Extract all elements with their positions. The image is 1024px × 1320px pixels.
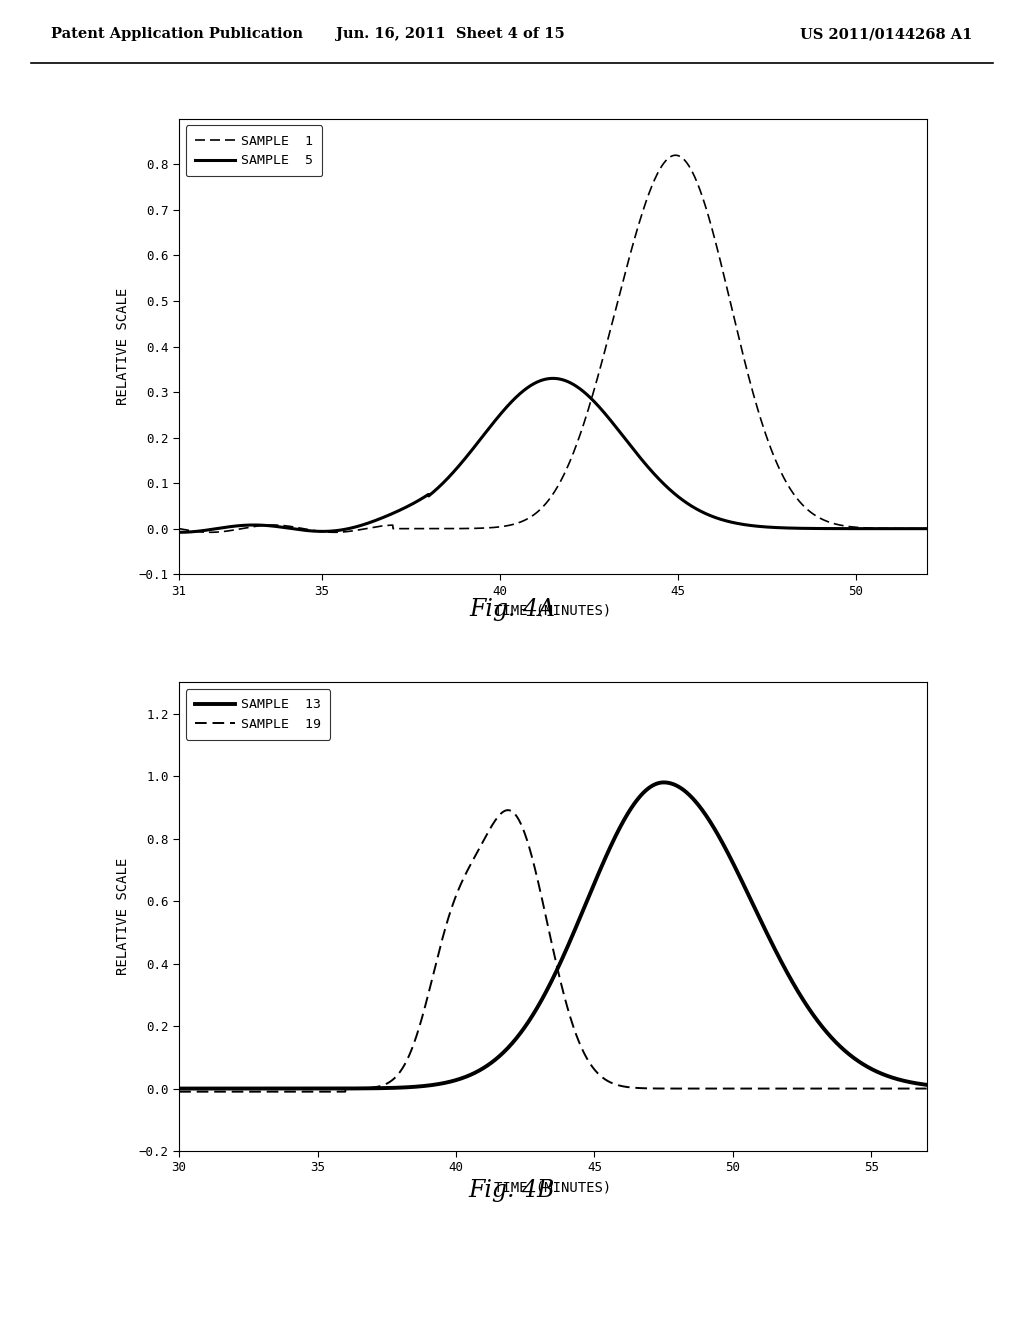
Text: Fig. 4B: Fig. 4B	[469, 1179, 555, 1203]
Y-axis label: RELATIVE SCALE: RELATIVE SCALE	[117, 858, 130, 975]
Text: US 2011/0144268 A1: US 2011/0144268 A1	[801, 28, 973, 41]
Y-axis label: RELATIVE SCALE: RELATIVE SCALE	[117, 288, 130, 405]
Text: Patent Application Publication: Patent Application Publication	[51, 28, 303, 41]
X-axis label: TIME (MINUTES): TIME (MINUTES)	[495, 603, 611, 618]
Legend: SAMPLE  13, SAMPLE  19: SAMPLE 13, SAMPLE 19	[185, 689, 331, 741]
Text: Jun. 16, 2011  Sheet 4 of 15: Jun. 16, 2011 Sheet 4 of 15	[336, 28, 565, 41]
Text: Fig. 4A: Fig. 4A	[469, 598, 555, 622]
X-axis label: TIME (MINUTES): TIME (MINUTES)	[495, 1180, 611, 1195]
Legend: SAMPLE  1, SAMPLE  5: SAMPLE 1, SAMPLE 5	[185, 125, 323, 177]
